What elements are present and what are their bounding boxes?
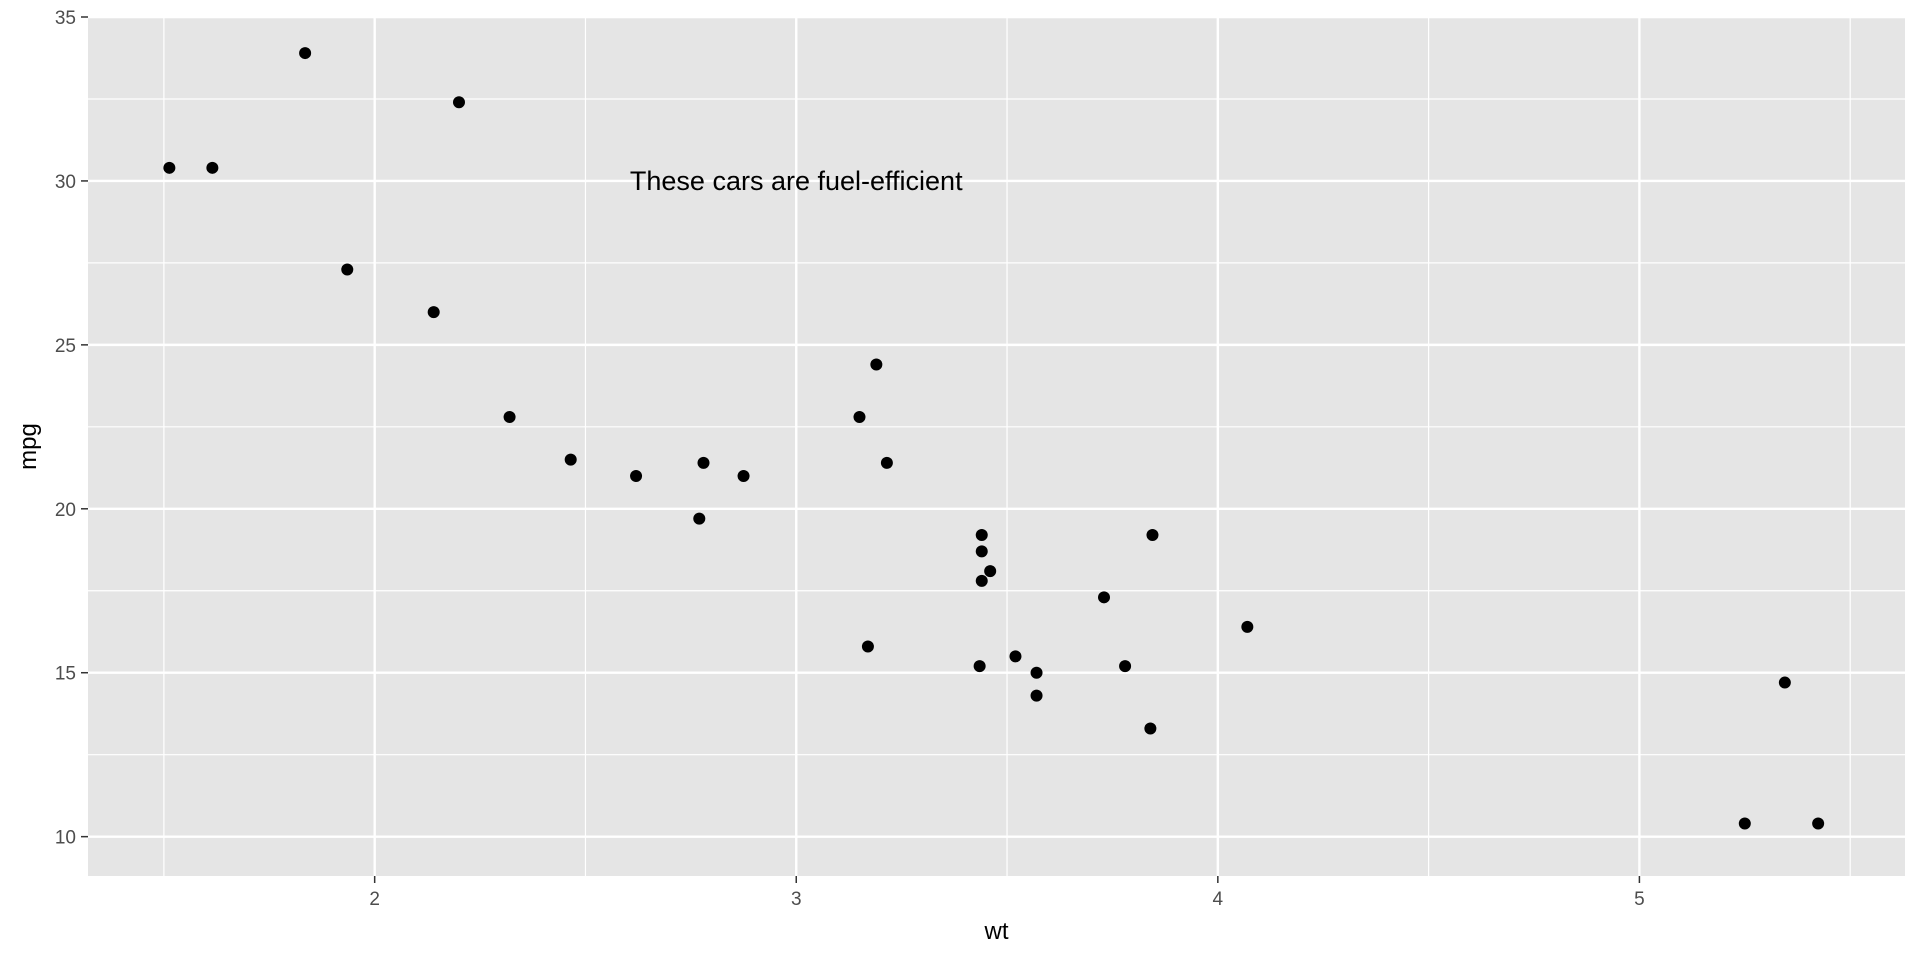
data-point bbox=[564, 453, 577, 466]
data-point bbox=[870, 358, 883, 371]
data-point bbox=[1812, 817, 1825, 830]
data-point bbox=[975, 529, 988, 542]
data-point bbox=[1241, 620, 1254, 633]
data-point bbox=[973, 660, 986, 673]
y-tick-label: 25 bbox=[55, 336, 76, 357]
data-point bbox=[1030, 666, 1043, 679]
data-point bbox=[697, 456, 710, 469]
data-point bbox=[427, 306, 440, 319]
data-point bbox=[975, 545, 988, 558]
data-point bbox=[452, 96, 465, 109]
data-point bbox=[341, 263, 354, 276]
y-axis-title: mpg bbox=[15, 423, 42, 470]
data-point bbox=[503, 410, 516, 423]
y-tick-label: 30 bbox=[55, 172, 76, 193]
data-point bbox=[1119, 660, 1132, 673]
x-tick-label: 5 bbox=[1634, 889, 1645, 910]
data-point bbox=[1009, 650, 1022, 663]
data-point bbox=[1144, 722, 1157, 735]
tick-labels: 2 3 4 5 10 15 20 25 30 35 bbox=[55, 8, 1645, 910]
data-point bbox=[1098, 591, 1111, 604]
data-point bbox=[693, 512, 706, 525]
data-points bbox=[163, 47, 1825, 830]
data-point bbox=[1778, 676, 1791, 689]
y-tick-label: 20 bbox=[55, 500, 76, 521]
minor-gridlines bbox=[88, 17, 1905, 876]
data-point bbox=[861, 640, 874, 653]
x-tick-label: 2 bbox=[369, 889, 380, 910]
x-tick-label: 3 bbox=[791, 889, 802, 910]
data-point bbox=[984, 565, 997, 578]
axis-ticks bbox=[81, 16, 1641, 883]
data-point bbox=[737, 470, 750, 483]
data-point bbox=[206, 161, 219, 174]
data-point bbox=[630, 470, 643, 483]
data-point bbox=[163, 161, 176, 174]
y-tick-label: 10 bbox=[55, 828, 76, 849]
x-tick-label: 4 bbox=[1213, 889, 1224, 910]
data-point bbox=[299, 47, 312, 60]
x-axis-title: wt bbox=[984, 918, 1009, 945]
major-gridlines bbox=[88, 15, 1905, 876]
data-point bbox=[975, 574, 988, 587]
plot-panel bbox=[88, 17, 1905, 876]
y-tick-label: 35 bbox=[55, 8, 76, 29]
y-tick-label: 15 bbox=[55, 664, 76, 685]
data-point bbox=[880, 456, 893, 469]
data-point bbox=[1030, 689, 1043, 702]
data-point bbox=[1146, 529, 1159, 542]
data-point bbox=[1738, 817, 1751, 830]
data-point bbox=[853, 410, 866, 423]
annotation-text: These cars are fuel-efficient bbox=[630, 166, 963, 196]
